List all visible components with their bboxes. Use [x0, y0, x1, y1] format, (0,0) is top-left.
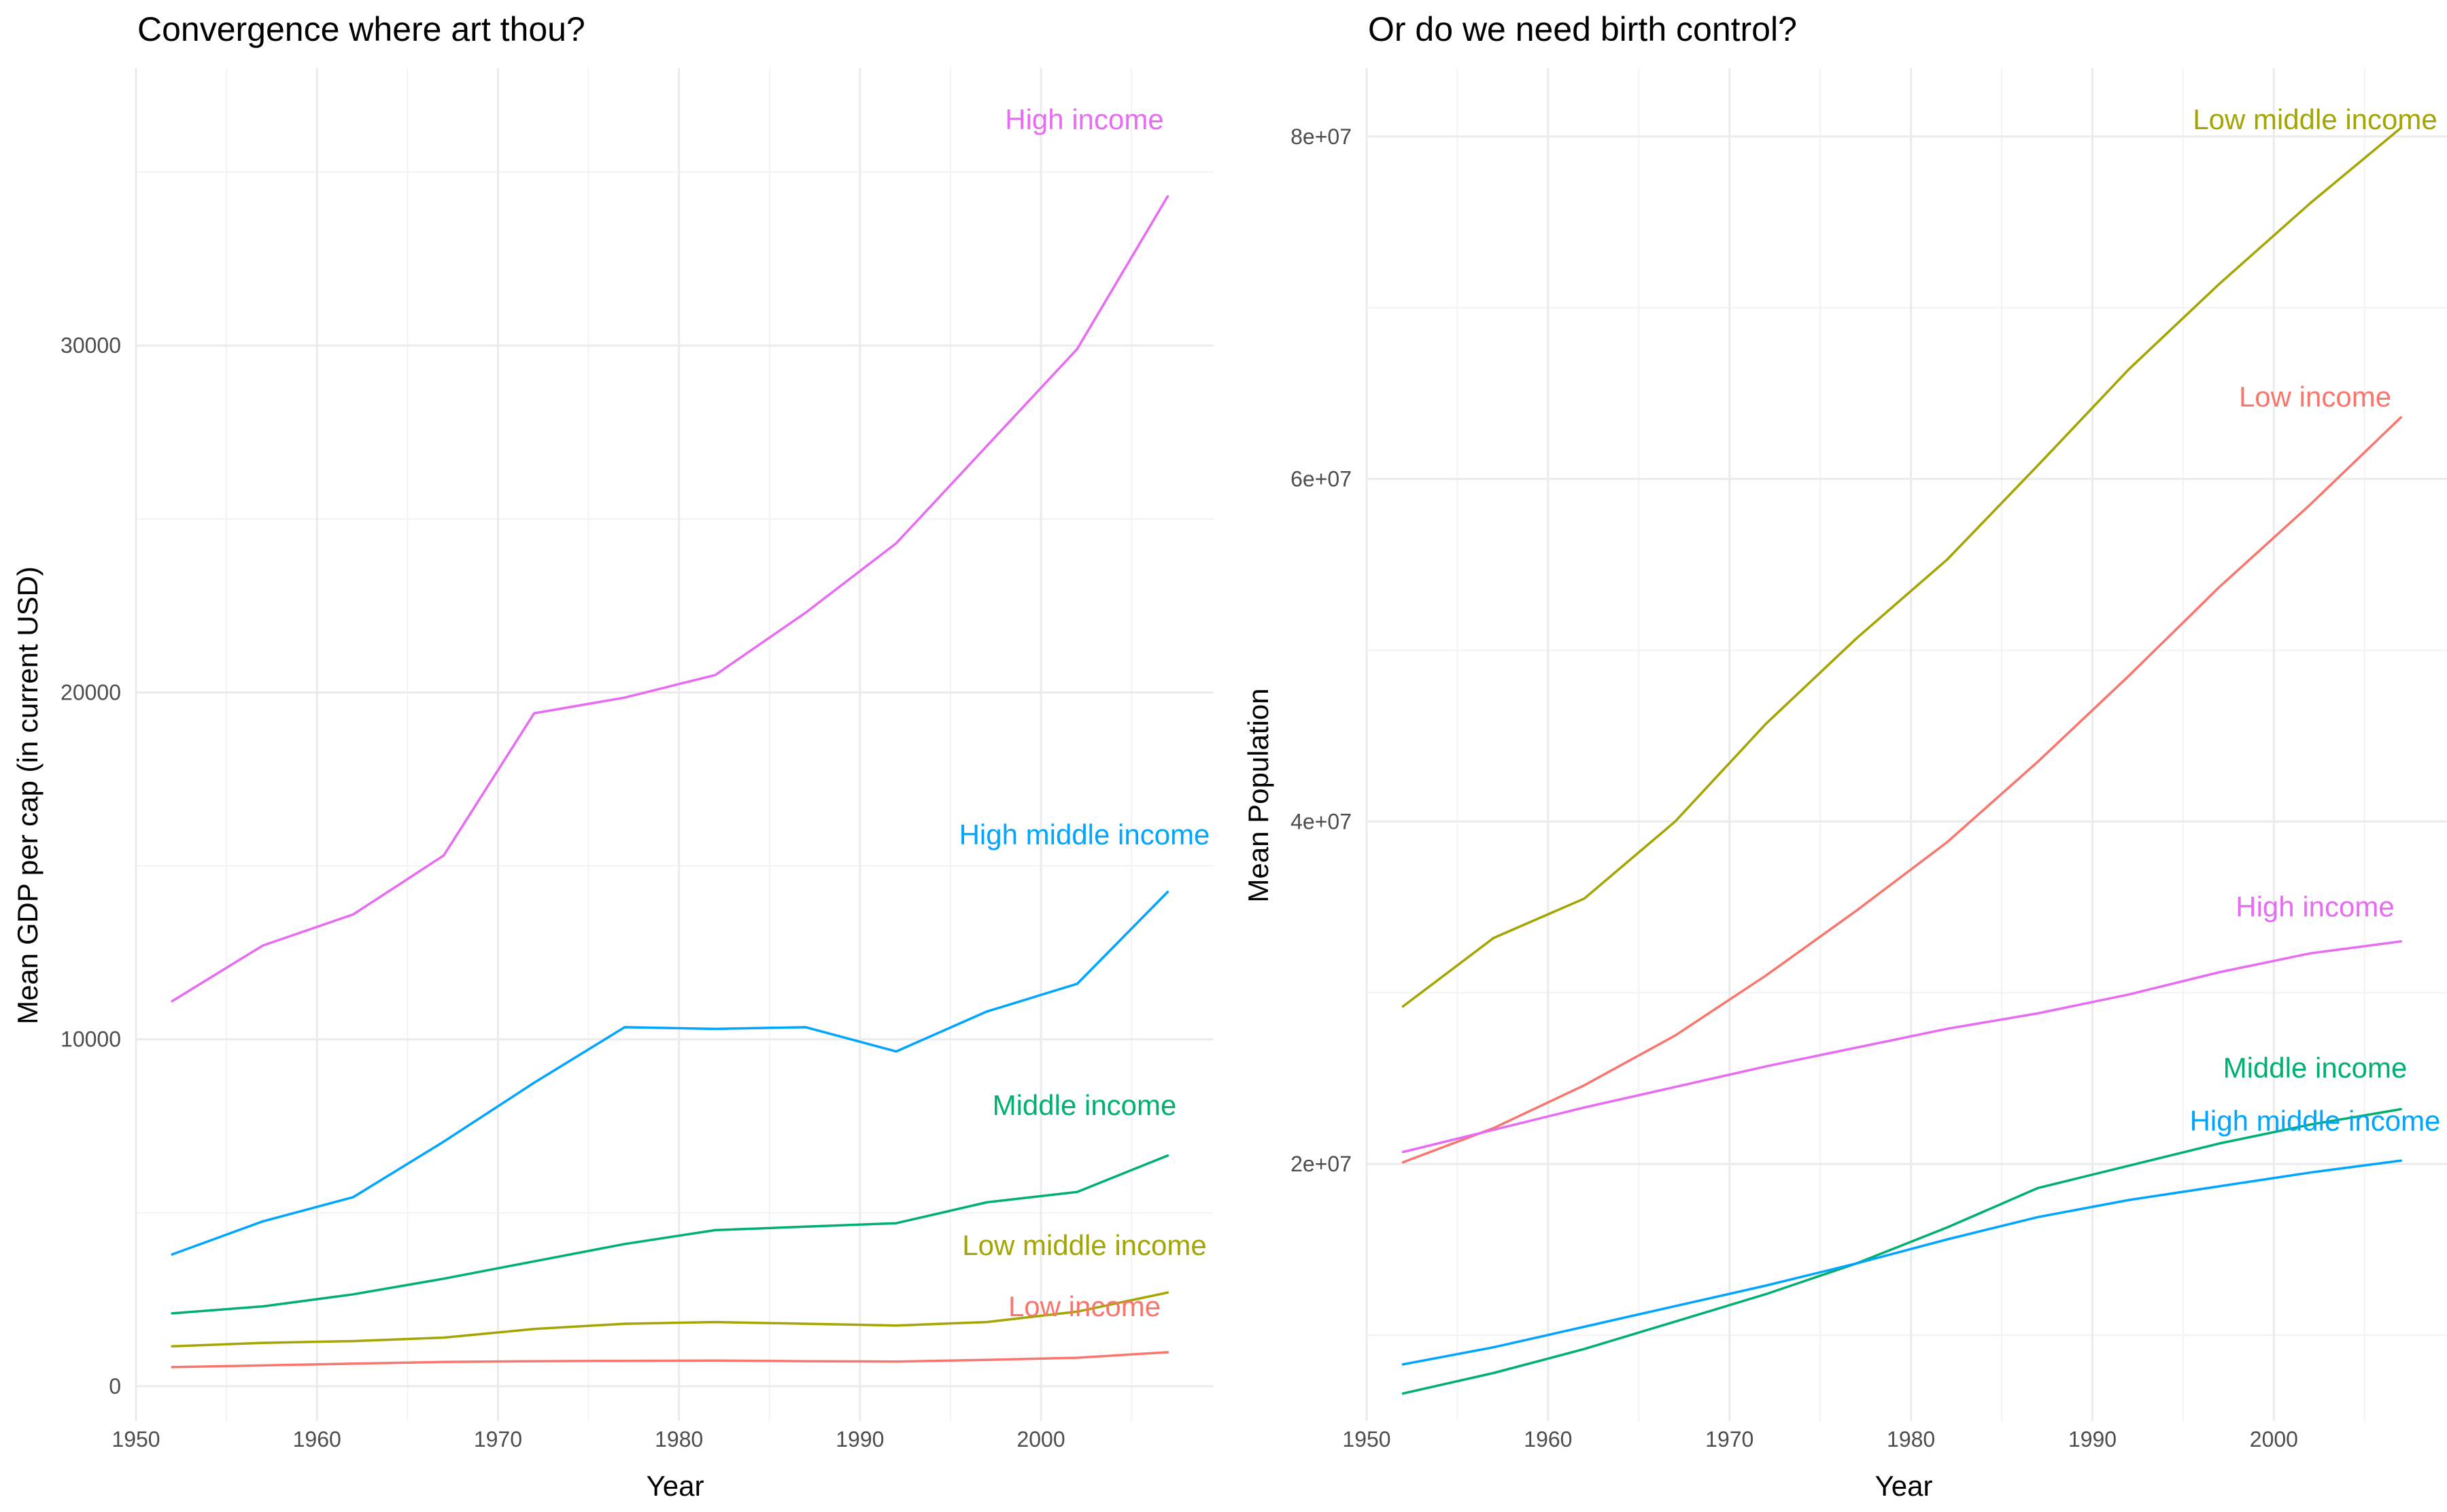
- gdp-panel: Convergence where art thou? High incomeH…: [12, 10, 1214, 1502]
- population-x-tick-label: 1980: [1887, 1427, 1935, 1451]
- population-tick-labels: 1950 1960 1970 1980 1990 2000 2e+07 4e+07 6e+07 8…: [1290, 124, 2298, 1451]
- population-y-tick-label: 4e+07: [1290, 809, 1352, 834]
- gdp-y-tick-label: 0: [109, 1374, 121, 1398]
- gdp-series-label-middle-income: Middle income: [993, 1089, 1177, 1121]
- gdp-y-tick-label: 20000: [61, 680, 121, 704]
- gdp-x-tick-label: 1960: [293, 1427, 341, 1451]
- gdp-gridlines: [135, 68, 1214, 1421]
- population-y-tick-label: 2e+07: [1290, 1152, 1352, 1176]
- population-y-tick-label: 6e+07: [1290, 467, 1352, 492]
- gdp-x-tick-label: 1980: [655, 1427, 703, 1451]
- gdp-series-lines: [171, 195, 1169, 1369]
- population-y-axis-label: Mean Population: [1242, 688, 1274, 902]
- gdp-series-line-low-income: [171, 1351, 1169, 1369]
- gdp-x-tick-label: 1970: [474, 1427, 522, 1451]
- population-x-tick-label: 1960: [1524, 1427, 1572, 1451]
- population-series-label-low-income: Low income: [2239, 381, 2391, 413]
- population-series-line-low-income: [1401, 416, 2402, 1164]
- gdp-series-line-high-middle-income: [171, 891, 1169, 1256]
- gdp-series-label-high-middle-income: High middle income: [959, 819, 1210, 850]
- gdp-y-tick-label: 10000: [61, 1027, 121, 1052]
- population-panel: Or do we need birth control? Low middle …: [1242, 10, 2447, 1502]
- population-series-lines: [1401, 126, 2402, 1395]
- population-chart-title: Or do we need birth control?: [1368, 10, 1797, 48]
- population-x-tick-label: 2000: [2250, 1427, 2298, 1451]
- population-gridlines: [1365, 68, 2447, 1421]
- gdp-series-label-low-middle-income: Low middle income: [962, 1229, 1207, 1261]
- gdp-chart-title: Convergence where art thou?: [137, 10, 585, 48]
- population-series-line-low-middle-income: [1401, 126, 2402, 1008]
- gdp-x-tick-label: 1990: [836, 1427, 884, 1451]
- population-series-label-low-middle-income: Low middle income: [2193, 103, 2437, 135]
- population-series-label-high-middle-income: High middle income: [2190, 1105, 2441, 1137]
- gdp-series-line-high-income: [171, 195, 1169, 1003]
- gdp-y-tick-label: 30000: [61, 333, 121, 358]
- gdp-series-line-low-middle-income: [171, 1291, 1169, 1348]
- population-x-axis-label: Year: [1875, 1470, 1933, 1502]
- population-series-labels: Low middle income Low income High income Mi…: [2190, 103, 2441, 1137]
- population-series-line-middle-income: [1401, 1107, 2402, 1395]
- population-series-line-high-middle-income: [1401, 1159, 2402, 1366]
- gdp-x-tick-label: 2000: [1016, 1427, 1065, 1451]
- gdp-series-line-middle-income: [171, 1154, 1169, 1315]
- population-x-tick-label: 1950: [1342, 1427, 1390, 1451]
- gdp-x-axis-label: Year: [647, 1470, 704, 1502]
- gdp-y-axis-label: Mean GDP per cap (in current USD): [12, 566, 44, 1025]
- population-x-tick-label: 1990: [2068, 1427, 2117, 1451]
- gdp-series-label-low-income: Low income: [1008, 1290, 1161, 1322]
- population-series-label-high-income: High income: [2236, 891, 2394, 923]
- population-y-tick-label: 8e+07: [1290, 124, 1352, 149]
- gdp-series-labels: High income High middle income Middle inco…: [959, 103, 1210, 1322]
- population-x-tick-label: 1970: [1705, 1427, 1753, 1451]
- population-series-label-middle-income: Middle income: [2223, 1052, 2408, 1084]
- gdp-series-label-high-income: High income: [1005, 103, 1163, 135]
- gdp-x-tick-label: 1950: [112, 1427, 160, 1451]
- population-series-line-high-income: [1401, 940, 2402, 1154]
